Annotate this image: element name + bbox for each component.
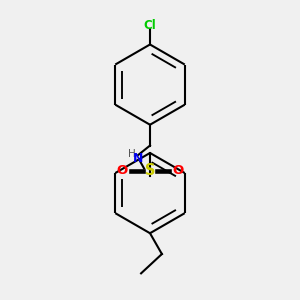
Text: Cl: Cl [144, 19, 156, 32]
Text: N: N [133, 152, 143, 165]
Text: H: H [128, 149, 136, 160]
Text: O: O [116, 164, 128, 177]
Text: S: S [145, 163, 155, 178]
Text: O: O [172, 164, 184, 177]
